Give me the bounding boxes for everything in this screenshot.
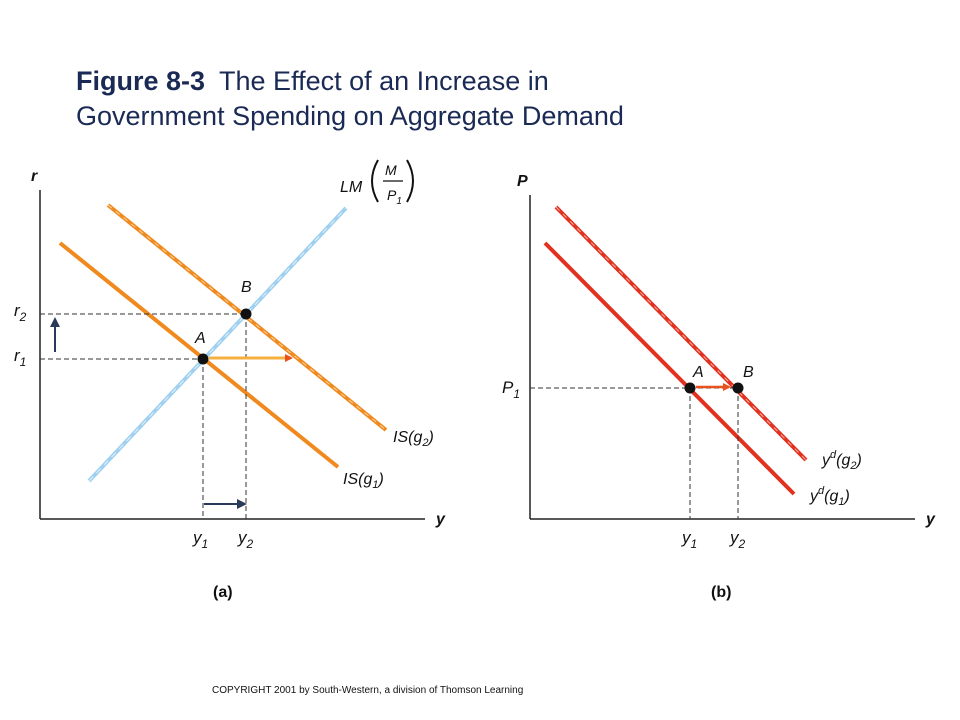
lm-label: LM [340, 179, 363, 196]
panel-b-y2-label: y2 [729, 528, 746, 551]
figure-title: Figure 8-3 The Effect of an Increase in G… [76, 64, 936, 134]
panel-a-y-axis-label: r [31, 168, 38, 185]
lm-denominator: P1 [387, 187, 402, 207]
r1-label: r1 [14, 346, 26, 369]
panel-a-caption: (a) [213, 584, 233, 601]
panel-b-point-a-dot [684, 382, 696, 394]
panel-b: P y A B P1 y1 y2 yd(g2) yd(g1) (b) [502, 173, 936, 601]
title-line-2: Government Spending on Aggregate Demand [76, 101, 624, 131]
panel-b-point-b-dot [732, 382, 744, 394]
yd-g1-label: yd(g1) [809, 485, 850, 508]
panel-b-point-b-label: B [743, 364, 754, 381]
lm-numerator: M [385, 162, 397, 178]
lm-paren-right [406, 159, 414, 203]
panel-b-caption: (b) [711, 584, 731, 601]
yd-g2-label: yd(g2) [821, 449, 862, 472]
point-a-label: A [194, 330, 206, 347]
panel-a-y2-label: y2 [237, 528, 254, 551]
title-line-1: Figure 8-3 The Effect of an Increase in [76, 64, 936, 99]
is-g2-label: IS(g2) [393, 429, 434, 449]
is-curve-g1 [58, 241, 340, 469]
point-b-dot [240, 308, 252, 320]
is-g1-label: IS(g1) [343, 471, 384, 491]
panel-b-y-axis-label: P [517, 173, 528, 190]
panel-b-point-a-label: A [692, 364, 704, 381]
yd-curve-g1 [543, 241, 796, 496]
panel-a: r y A B r2 r1 y1 y2 LM M [14, 159, 446, 601]
r2-label: r2 [14, 301, 27, 324]
point-b-label: B [241, 279, 252, 296]
yd-curve-g2 [554, 205, 808, 462]
panel-a-x-axis-label: y [435, 511, 446, 528]
panel-b-x-axis-label: y [925, 511, 936, 528]
point-a-dot [197, 353, 209, 365]
panel-a-y1-label: y1 [192, 528, 208, 551]
panel-b-y1-label: y1 [681, 528, 697, 551]
p1-label: P1 [502, 378, 520, 401]
title-text-1: The Effect of an Increase in [219, 66, 549, 96]
figure-number: Figure 8-3 [76, 66, 206, 96]
copyright-notice: COPYRIGHT 2001 by South-Western, a divis… [212, 685, 524, 696]
lm-paren-left [371, 159, 379, 203]
